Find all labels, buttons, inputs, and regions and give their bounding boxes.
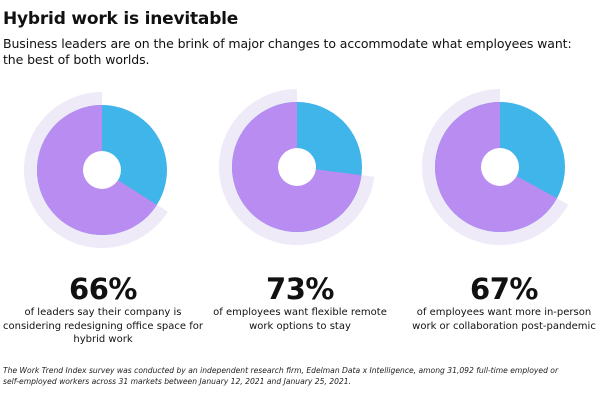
stat-value: 67% (470, 272, 538, 306)
stat-value: 66% (69, 272, 137, 306)
donut-value-1 (36, 105, 157, 235)
page-subtitle: Business leaders are on the brink of maj… (3, 36, 572, 67)
stat-description: of employees want more in-person work or… (412, 307, 596, 332)
footnote: The Work Trend Index survey was conducte… (3, 366, 559, 386)
donut-hole-3 (481, 148, 519, 186)
donut-remainder-2 (232, 102, 362, 232)
stat-value: 73% (266, 272, 334, 306)
stat-description: of employees want flexible remote work o… (213, 307, 387, 332)
stat-2: 73% of employees want flexible remote wo… (200, 272, 400, 333)
donut-halo-3 (421, 89, 569, 245)
donut-hole-2 (278, 148, 316, 186)
stat-3: 67% of employees want more in-person wor… (404, 272, 600, 333)
donut-remainder-1 (37, 105, 167, 235)
donut-remainder-3 (435, 102, 565, 232)
donut-value-3 (434, 102, 557, 232)
donut-hole-1 (83, 151, 121, 189)
page-title: Hybrid work is inevitable (3, 9, 239, 29)
donut-halo-2 (218, 89, 375, 245)
stat-description: of leaders say their company is consider… (3, 307, 203, 345)
stat-1: 66% of leaders say their company is cons… (3, 272, 203, 347)
donut-halo-1 (23, 92, 168, 248)
donut-value-2 (232, 102, 362, 232)
